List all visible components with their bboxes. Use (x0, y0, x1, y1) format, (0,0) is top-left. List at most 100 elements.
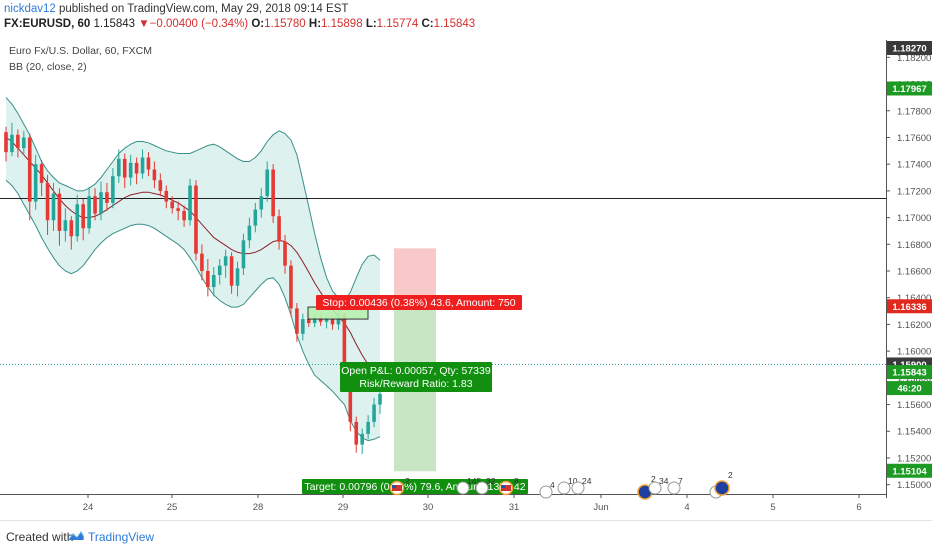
candle-body (265, 169, 270, 197)
candle-body (295, 308, 299, 334)
event-count: 7 (678, 476, 683, 486)
ohlc-line: FX:EURUSD, 60 1.15843 ▼−0.00400 (−0.34%)… (4, 18, 475, 30)
event-marker-multi: 34 (648, 476, 669, 495)
candle-body (182, 210, 186, 221)
event-count: 8 (514, 476, 519, 486)
last-price: 1.15843 (93, 18, 136, 30)
bollinger-basis (5, 137, 381, 379)
candle-body (253, 209, 258, 226)
candle-body (194, 185, 198, 254)
candle-body (16, 134, 20, 149)
low-value: 1.15774 (376, 18, 419, 30)
price-label-text: 1.16336 (892, 302, 926, 313)
candle-body (105, 192, 109, 203)
candle-body (45, 182, 50, 221)
ratio-text: Risk/Reward Ratio: 1.83 (359, 378, 472, 390)
price-label-text: 1.15104 (892, 466, 927, 477)
y-tick-label: 1.15000 (897, 480, 931, 491)
candle-body (188, 185, 192, 221)
candle-body (146, 157, 151, 170)
y-tick-label: 1.15600 (897, 400, 931, 411)
event-marker-multi: 145 (456, 476, 481, 495)
plot-area (0, 0, 886, 520)
y-tick-label: 1.17800 (897, 106, 931, 117)
author-link[interactable]: nickdav12 (4, 3, 56, 15)
y-tick-label: 1.16000 (897, 347, 931, 358)
price-label-green: 46:20 (887, 381, 932, 396)
candle-body (57, 193, 62, 231)
x-tick-label: 4 (684, 502, 689, 513)
event-marker-multi: 7 (667, 476, 683, 495)
candle-body (33, 164, 38, 202)
candle-body (200, 253, 204, 272)
candle-body (283, 241, 287, 266)
close-label: C: (421, 18, 434, 30)
candle-body (217, 265, 222, 276)
price-label-text: 1.15843 (892, 368, 926, 379)
candle-body (372, 404, 376, 422)
eu-flag-icon (714, 480, 730, 496)
candle-body (116, 158, 121, 177)
indicator-label: BB (20, close, 2) (9, 61, 87, 73)
candle-body (241, 240, 246, 269)
price-label-green: 1.17967 (887, 81, 932, 96)
price-label-bg (887, 81, 932, 96)
x-tick-label: 28 (253, 502, 264, 513)
bollinger-lower-band (5, 179, 381, 442)
published-text: published on TradingView.com, May 29, 20… (59, 3, 349, 15)
us-flag-canton-icon (501, 485, 505, 488)
us-flag-canton-icon (392, 485, 396, 488)
y-tick-label: 1.17200 (897, 186, 931, 197)
down-arrow-icon: ▼ (138, 18, 150, 30)
x-tick-label: 24 (83, 502, 94, 513)
multi-event-icon (456, 481, 470, 495)
multi-event-icon (667, 481, 681, 495)
candle-body (22, 137, 26, 149)
tradingview-brand[interactable]: TradingView (88, 530, 155, 544)
multi-event-icon (539, 485, 553, 499)
high-value: 1.15898 (321, 18, 363, 30)
candle-body (324, 319, 329, 322)
event-count: 24 (582, 476, 592, 486)
price-label-text: 1.18270 (892, 44, 926, 55)
candle-body (378, 393, 382, 405)
stop-label-bg (316, 295, 522, 310)
candle-body (81, 204, 85, 229)
event-count: 32 (486, 476, 496, 486)
publish-line: nickdav12 published on TradingView.com, … (4, 3, 348, 15)
y-tick-label: 1.17600 (897, 133, 931, 144)
price-label-green: 1.15843 (887, 365, 932, 380)
event-marker-multi: 4 (539, 480, 555, 499)
target-label-text: Target: 0.00796 (0.69%) 79.6, Amount: 13… (304, 481, 525, 493)
candle-body (176, 208, 180, 211)
price-label-red: 1.16336 (887, 299, 932, 314)
multi-event-icon (571, 481, 585, 495)
candle-body (128, 162, 133, 178)
price-label-text: 46:20 (897, 384, 921, 395)
event-marker-flag: 2 (389, 476, 410, 496)
pnl-text: Open P&L: 0.00057, Qty: 57339 (341, 365, 491, 377)
event-marker-moon: 2 (637, 474, 656, 500)
multi-event-icon (557, 481, 571, 495)
pnl-box: Open P&L: 0.00057, Qty: 57339Risk/Reward… (340, 362, 492, 392)
us-flag-stripe-icon (501, 485, 511, 491)
event-count: 145 (467, 476, 481, 486)
candle-body (354, 421, 359, 445)
candle-body (318, 317, 323, 322)
candle-body (211, 275, 216, 288)
instrument-label: Euro Fx/U.S. Dollar, 60, FXCM (9, 45, 152, 57)
stop-label: Stop: 0.00436 (0.38%) 43.6, Amount: 750 (316, 295, 522, 310)
candle-body (348, 376, 353, 422)
candle-body (170, 201, 175, 209)
y-tick-label: 1.17400 (897, 160, 931, 171)
price-label-bg (887, 463, 932, 478)
y-tick-label: 1.16400 (897, 293, 931, 304)
high-label: H: (308, 18, 322, 30)
x-tick-label: 29 (338, 502, 349, 513)
candle-body (111, 176, 115, 203)
candle-body (342, 313, 347, 377)
target-label: Target: 0.00796 (0.69%) 79.6, Amount: 13… (302, 479, 528, 494)
price-chart[interactable]: Euro Fx/U.S. Dollar, 60, FXCM BB (20, clo… (0, 0, 932, 520)
candle-body (235, 268, 240, 286)
candle-body (99, 192, 103, 214)
